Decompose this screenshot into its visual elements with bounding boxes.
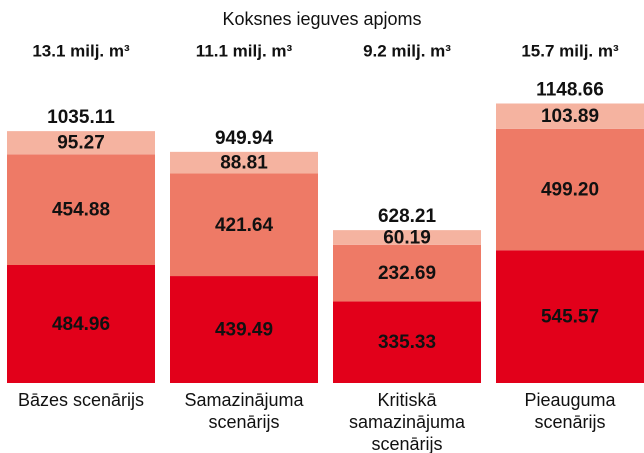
total-label: 628.21 [378, 206, 437, 227]
header-label: 9.2 milj. m³ [363, 41, 451, 60]
header-label: 13.1 milj. m³ [32, 41, 130, 60]
bar-segment [333, 244, 481, 302]
value-label: 95.27 [57, 133, 105, 154]
total-label: 1035.11 [47, 107, 115, 128]
header-label: 15.7 milj. m³ [521, 41, 619, 60]
value-label: 421.64 [215, 215, 274, 236]
value-label: 88.81 [220, 153, 268, 174]
bar-segment [333, 230, 481, 245]
category-label: Samazinājuma scenārijs [184, 390, 304, 432]
total-label: 1148.66 [536, 80, 604, 101]
value-label: 545.57 [541, 307, 599, 328]
bar-segment [170, 151, 318, 174]
value-label: 484.96 [52, 314, 110, 335]
bar-segment [496, 103, 644, 129]
value-label: 454.88 [52, 200, 110, 221]
chart-title: Koksnes ieguves apjoms [222, 9, 421, 29]
bar-segment [170, 276, 318, 383]
category-label: Bāzes scenārijs [18, 390, 144, 410]
bar-segment [496, 128, 644, 251]
total-label: 949.94 [215, 128, 274, 149]
bar-segment [7, 154, 155, 265]
value-label: 232.69 [378, 263, 436, 284]
value-label: 439.49 [215, 320, 273, 341]
bar-segment [333, 301, 481, 383]
category-label: Pieauguma scenārijs [524, 390, 616, 432]
header-label: 11.1 milj. m³ [196, 41, 293, 60]
value-label: 103.89 [541, 106, 599, 127]
value-label: 335.33 [378, 332, 436, 353]
bar-segment [496, 250, 644, 383]
bar-segment [7, 131, 155, 155]
value-label: 60.19 [383, 227, 431, 248]
value-label: 499.20 [541, 180, 599, 201]
category-label: Kritiskā samazinājuma scenārijs [349, 390, 466, 453]
bar-segment [7, 264, 155, 383]
bar-segment [170, 173, 318, 277]
